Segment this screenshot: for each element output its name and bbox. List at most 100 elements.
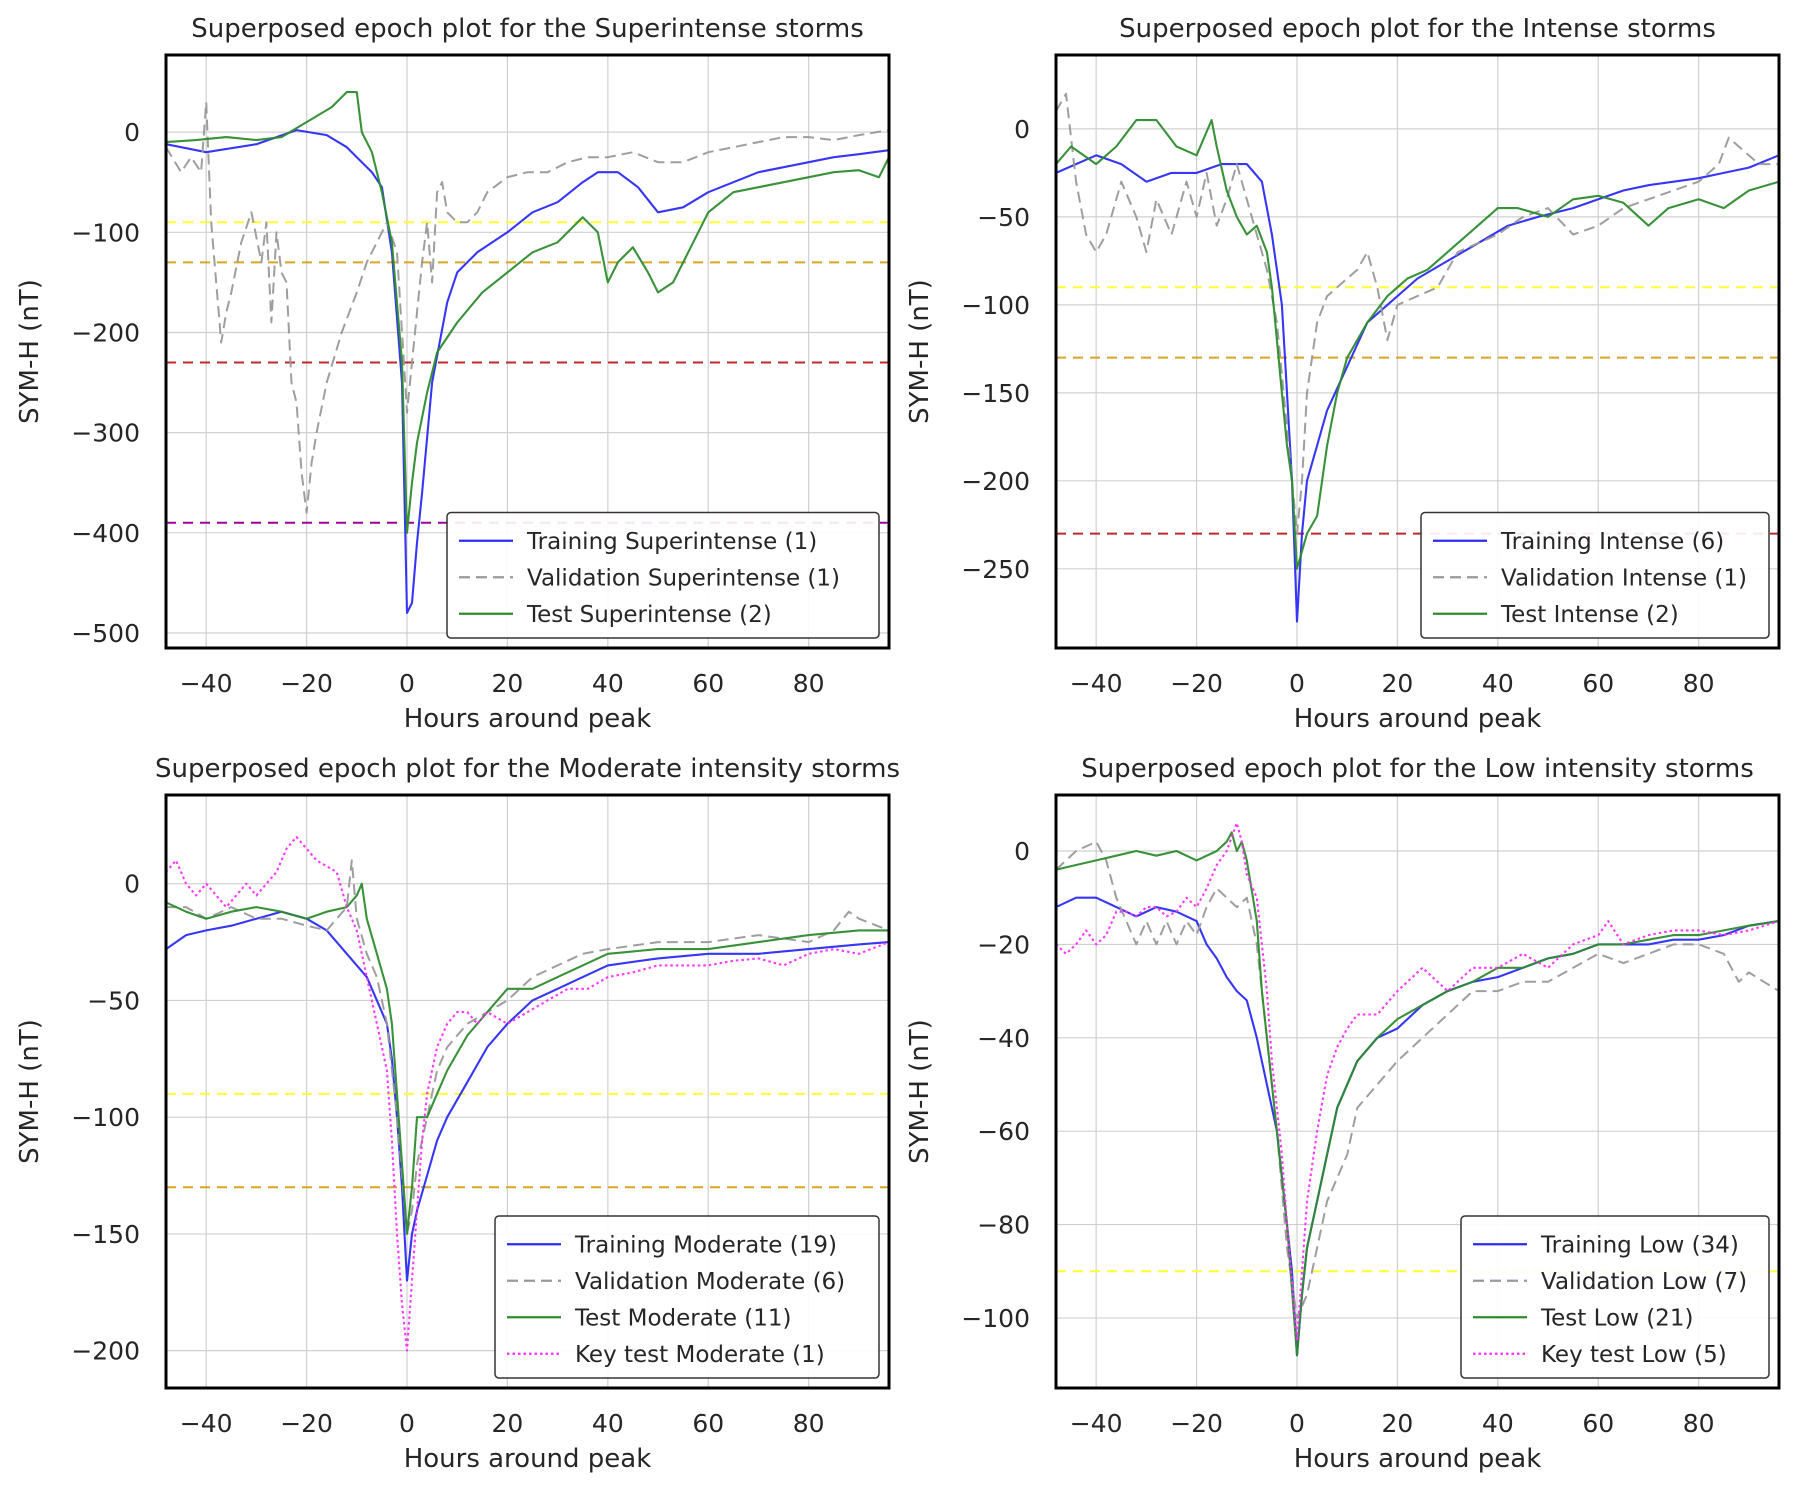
series-line-training (1056, 154, 1779, 623)
series-line-test (166, 91, 889, 534)
legend-label: Validation Moderate (6) (575, 1269, 845, 1295)
plot-frame (164, 53, 891, 650)
y-axis-label: SYM-H (nT) (905, 279, 935, 424)
x-tick-label: 20 (1382, 1409, 1414, 1438)
y-axis-label: SYM-H (nT) (15, 1019, 45, 1164)
y-tick-label: 0 (1014, 837, 1030, 866)
series-line-validation (166, 101, 889, 514)
y-tick-label: 0 (124, 870, 140, 899)
series-line-test (1056, 831, 1779, 1357)
y-tick-label: −100 (961, 291, 1030, 320)
legend-box (1420, 511, 1770, 639)
x-axis-label: Hours around peak (1294, 704, 1542, 734)
legend-box (446, 511, 880, 639)
x-tick-label: 20 (1382, 669, 1414, 698)
y-tick-label: −150 (961, 379, 1030, 408)
legend-box (1460, 1215, 1770, 1379)
series-line-test (166, 882, 889, 1235)
x-tick-label: 60 (692, 669, 724, 698)
x-tick-label: 0 (1289, 669, 1305, 698)
series-group (166, 835, 889, 1352)
series-group (166, 91, 889, 614)
x-tick-label: −40 (180, 669, 233, 698)
legend-label: Training Moderate (19) (574, 1232, 837, 1258)
y-tick-label: −250 (961, 555, 1030, 584)
x-tick-label: 0 (399, 1409, 415, 1438)
x-tick-label: 40 (1482, 669, 1514, 698)
x-tick-label: 80 (793, 669, 825, 698)
legend-label: Test Intense (2) (1500, 602, 1679, 628)
y-tick-label: −100 (71, 1103, 140, 1132)
series-line-validation (1056, 92, 1779, 535)
x-tick-label: 60 (1582, 669, 1614, 698)
x-tick-label: −20 (1170, 1409, 1223, 1438)
legend-label: Validation Intense (1) (1501, 565, 1747, 591)
y-tick-label: −40 (977, 1024, 1030, 1053)
legend: Training Superintense (1) Validation Supe… (446, 511, 880, 639)
x-tick-label: −40 (1070, 669, 1123, 698)
legend-label: Key test Low (5) (1541, 1342, 1727, 1368)
x-tick-label: 20 (492, 669, 524, 698)
legend-label: Training Low (34) (1540, 1232, 1739, 1258)
x-tick-label: 40 (592, 669, 624, 698)
series-line-training (166, 129, 889, 614)
y-axis-label: SYM-H (nT) (905, 1019, 935, 1164)
legend-label: Test Superintense (2) (526, 602, 772, 628)
series-line-key_test (1056, 821, 1779, 1343)
y-tick-label: −300 (71, 419, 140, 448)
series-group (1056, 821, 1779, 1357)
x-axis-label: Hours around peak (404, 1444, 652, 1474)
x-axis-label: Hours around peak (404, 704, 652, 734)
y-tick-label: −200 (961, 467, 1030, 496)
chart-panel-3: −40 −20 0 20 40 60 800−50−100−150−200Superpose… (15, 754, 900, 1474)
y-axis-label: SYM-H (nT) (15, 279, 45, 424)
plot-frame (164, 793, 891, 1390)
legend: Training Low (34) Validation Low (7) Test … (1460, 1215, 1770, 1379)
y-tick-label: −200 (71, 1337, 140, 1366)
legend-label: Validation Low (7) (1541, 1269, 1747, 1295)
x-tick-label: −40 (1070, 1409, 1123, 1438)
y-tick-label: −500 (71, 619, 140, 648)
x-tick-label: 40 (1482, 1409, 1514, 1438)
y-tick-label: −400 (71, 519, 140, 548)
x-tick-label: −20 (280, 1409, 333, 1438)
y-tick-label: −100 (71, 218, 140, 247)
y-tick-label: −50 (977, 203, 1030, 232)
x-tick-label: 80 (793, 1409, 825, 1438)
x-tick-label: −20 (1170, 669, 1223, 698)
series-group (1056, 92, 1779, 623)
x-tick-label: 80 (1683, 1409, 1715, 1438)
legend-label: Key test Moderate (1) (575, 1342, 825, 1368)
y-tick-label: 0 (1014, 115, 1030, 144)
y-tick-label: −60 (977, 1117, 1030, 1146)
chart-title: Superposed epoch plot for the Moderate i… (155, 754, 900, 784)
legend-label: Training Intense (6) (1500, 529, 1724, 555)
legend-label: Validation Superintense (1) (527, 565, 840, 591)
x-axis-label: Hours around peak (1294, 1444, 1542, 1474)
series-line-key_test (166, 835, 889, 1352)
x-tick-label: 40 (592, 1409, 624, 1438)
legend-label: Test Low (21) (1540, 1305, 1693, 1331)
plot-frame (1054, 53, 1781, 650)
y-tick-label: −20 (977, 930, 1030, 959)
chart-title: Superposed epoch plot for the Superinten… (191, 14, 863, 44)
chart-panel-2: −40 −20 0 20 40 60 800−50−100−150−200−250Super… (905, 14, 1781, 734)
chart-panel-4: −40 −20 0 20 40 60 80 0 −20 −40 −60 −80 −100 Superpos… (905, 754, 1781, 1474)
legend-label: Training Superintense (1) (526, 529, 817, 555)
y-tick-label: −80 (977, 1211, 1030, 1240)
chart-title: Superposed epoch plot for the Intense st… (1119, 14, 1716, 44)
legend: Training Moderate (19) Validation Moderat… (494, 1215, 880, 1379)
x-tick-label: 60 (1582, 1409, 1614, 1438)
legend: Training Intense (6) Validation Intense (… (1420, 511, 1770, 639)
chart-title: Superposed epoch plot for the Low intens… (1081, 754, 1754, 784)
x-tick-label: 60 (692, 1409, 724, 1438)
y-tick-label: −200 (71, 318, 140, 347)
chart-panel-1: −40 −20 0 20 40 60 800−100−200−300−400−500Supe… (15, 14, 891, 734)
series-line-validation (166, 859, 889, 1235)
series-line-validation (1056, 840, 1779, 1319)
series-line-test (1056, 119, 1779, 570)
x-tick-label: −40 (180, 1409, 233, 1438)
x-tick-label: 20 (492, 1409, 524, 1438)
x-tick-label: 80 (1683, 669, 1715, 698)
